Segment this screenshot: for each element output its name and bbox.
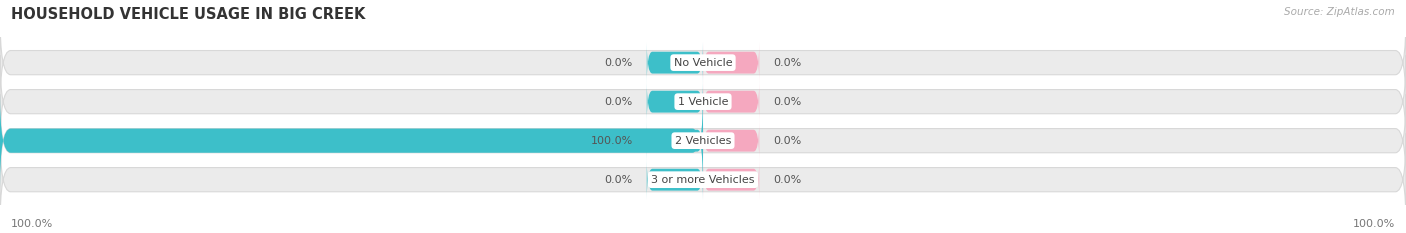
Text: 100.0%: 100.0% bbox=[11, 219, 53, 229]
FancyBboxPatch shape bbox=[647, 42, 703, 83]
Text: 0.0%: 0.0% bbox=[773, 136, 801, 146]
Text: 0.0%: 0.0% bbox=[773, 58, 801, 68]
FancyBboxPatch shape bbox=[703, 81, 759, 122]
Text: 100.0%: 100.0% bbox=[1353, 219, 1395, 229]
Text: 0.0%: 0.0% bbox=[605, 58, 633, 68]
Text: 0.0%: 0.0% bbox=[773, 175, 801, 185]
Text: 0.0%: 0.0% bbox=[605, 175, 633, 185]
FancyBboxPatch shape bbox=[0, 16, 1406, 109]
FancyBboxPatch shape bbox=[0, 94, 1406, 187]
Text: 3 or more Vehicles: 3 or more Vehicles bbox=[651, 175, 755, 185]
FancyBboxPatch shape bbox=[703, 120, 759, 161]
Text: No Vehicle: No Vehicle bbox=[673, 58, 733, 68]
FancyBboxPatch shape bbox=[703, 42, 759, 83]
FancyBboxPatch shape bbox=[0, 94, 703, 187]
Text: 100.0%: 100.0% bbox=[591, 136, 633, 146]
Text: 0.0%: 0.0% bbox=[773, 97, 801, 107]
FancyBboxPatch shape bbox=[0, 55, 1406, 148]
FancyBboxPatch shape bbox=[647, 159, 703, 200]
FancyBboxPatch shape bbox=[647, 81, 703, 122]
FancyBboxPatch shape bbox=[647, 120, 703, 161]
Text: HOUSEHOLD VEHICLE USAGE IN BIG CREEK: HOUSEHOLD VEHICLE USAGE IN BIG CREEK bbox=[11, 7, 366, 22]
Text: 2 Vehicles: 2 Vehicles bbox=[675, 136, 731, 146]
Text: 1 Vehicle: 1 Vehicle bbox=[678, 97, 728, 107]
Text: Source: ZipAtlas.com: Source: ZipAtlas.com bbox=[1284, 7, 1395, 17]
FancyBboxPatch shape bbox=[703, 159, 759, 200]
FancyBboxPatch shape bbox=[0, 133, 1406, 226]
Text: 0.0%: 0.0% bbox=[605, 97, 633, 107]
